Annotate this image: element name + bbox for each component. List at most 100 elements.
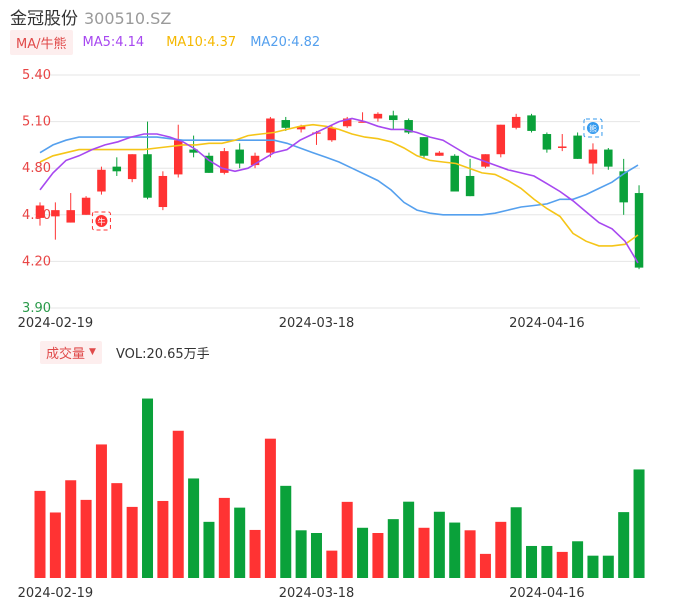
candle-body bbox=[35, 205, 45, 218]
volume-bar bbox=[433, 511, 445, 578]
ma5-legend: MA5:4.14 bbox=[82, 34, 145, 50]
candle-body bbox=[250, 155, 260, 166]
volume-bar bbox=[495, 521, 507, 578]
volume-bar bbox=[49, 512, 61, 578]
candle-body bbox=[588, 149, 598, 164]
candle-body bbox=[358, 121, 367, 123]
candle-body bbox=[496, 124, 506, 155]
candle-body bbox=[404, 120, 413, 133]
candle-body bbox=[189, 149, 198, 153]
bear-icon-frame bbox=[583, 118, 603, 138]
volume-bar bbox=[142, 398, 154, 578]
candle-body bbox=[66, 210, 75, 223]
volume-bar bbox=[479, 553, 491, 578]
volume-bar bbox=[372, 533, 384, 578]
bull-icon-dot bbox=[95, 215, 108, 227]
candle-body bbox=[235, 149, 244, 164]
ma-toggle-button[interactable]: MA/牛熊 bbox=[10, 29, 73, 55]
candle-body bbox=[173, 140, 183, 175]
candle-body bbox=[296, 126, 306, 130]
x-tick-label: 2024-02-19 bbox=[18, 316, 94, 331]
ma5-line bbox=[39, 117, 639, 264]
candle-body bbox=[97, 169, 106, 192]
candle-body bbox=[435, 152, 444, 156]
volume-bar bbox=[602, 555, 614, 578]
candle-body bbox=[419, 137, 429, 156]
title-row: 金冠股份 300510.SZ bbox=[10, 4, 172, 29]
volume-bar bbox=[111, 483, 123, 578]
volume-bar bbox=[126, 506, 138, 578]
volume-bar bbox=[34, 490, 46, 578]
candle-body bbox=[389, 115, 398, 121]
candle-body bbox=[511, 116, 521, 128]
candle-body bbox=[112, 166, 122, 172]
candle-body bbox=[481, 154, 490, 167]
volume-bar bbox=[556, 551, 568, 578]
chevron-down-icon: ▼ bbox=[89, 347, 96, 357]
volume-bar bbox=[80, 499, 92, 578]
volume-x-tick-label: 2024-03-18 bbox=[279, 586, 355, 601]
x-tick-label: 2024-03-18 bbox=[279, 316, 355, 331]
volume-bar bbox=[234, 507, 246, 578]
volume-bar bbox=[541, 545, 553, 578]
volume-bar bbox=[326, 550, 338, 578]
candle-body bbox=[220, 151, 229, 173]
volume-bar bbox=[572, 541, 584, 578]
volume-bar bbox=[387, 519, 399, 578]
y-tick-label: 4.80 bbox=[22, 161, 51, 176]
candle-body bbox=[342, 118, 352, 127]
candle-body bbox=[450, 155, 459, 192]
candle-body bbox=[634, 193, 644, 268]
candle-body bbox=[158, 175, 168, 208]
candle-body bbox=[465, 175, 475, 197]
candle-body bbox=[604, 149, 613, 167]
volume-bar bbox=[633, 469, 645, 578]
stock-name: 金冠股份 bbox=[10, 9, 78, 29]
ma-legend: MA/牛熊 MA5:4.14 MA10:4.37 MA20:4.82 bbox=[10, 29, 320, 55]
y-tick-label: 5.40 bbox=[22, 68, 51, 83]
volume-x-tick-label: 2024-02-19 bbox=[18, 586, 94, 601]
bear-icon-dot bbox=[586, 122, 599, 134]
volume-bar bbox=[157, 500, 169, 578]
volume-bar bbox=[587, 555, 599, 578]
y-tick-label: 4.20 bbox=[22, 254, 51, 269]
volume-bar bbox=[203, 521, 215, 578]
volume-indicator-label: 成交量 bbox=[46, 346, 86, 362]
volume-bar bbox=[188, 478, 200, 578]
volume-bar bbox=[295, 530, 307, 578]
bear-icon-glyph: 熊 bbox=[589, 124, 597, 134]
candle-body bbox=[542, 134, 552, 150]
stock-code: 300510.SZ bbox=[84, 9, 172, 28]
y-tick-label: 5.10 bbox=[22, 115, 51, 130]
candle-body bbox=[527, 115, 536, 131]
volume-bar bbox=[357, 527, 369, 578]
volume-bar bbox=[418, 527, 430, 578]
bull-icon-glyph: 牛 bbox=[97, 217, 105, 227]
volume-bar bbox=[510, 507, 522, 578]
volume-bar bbox=[249, 529, 261, 578]
ma20-line bbox=[39, 136, 639, 216]
candle-body bbox=[204, 155, 214, 173]
candle-body bbox=[619, 171, 628, 203]
volume-bar bbox=[341, 501, 353, 578]
volume-bar bbox=[403, 501, 415, 578]
y-tick-label: 3.90 bbox=[22, 301, 51, 316]
bull-icon-frame bbox=[91, 211, 111, 231]
volume-indicator-dropdown[interactable]: 成交量 ▼ bbox=[40, 340, 102, 364]
x-tick-label: 2024-04-16 bbox=[509, 316, 585, 331]
volume-bar bbox=[464, 530, 476, 578]
volume-bar bbox=[95, 444, 107, 578]
volume-bar bbox=[218, 497, 230, 578]
volume-bar bbox=[310, 533, 322, 578]
candle-body bbox=[51, 210, 60, 217]
volume-value: VOL:20.65万手 bbox=[115, 346, 210, 362]
candle-body bbox=[573, 135, 582, 159]
candle-body bbox=[266, 118, 275, 153]
volume-bar bbox=[264, 438, 276, 578]
ma10-legend: MA10:4.37 bbox=[166, 34, 237, 50]
volume-bar bbox=[618, 512, 630, 578]
candle-body bbox=[127, 154, 137, 180]
volume-bar bbox=[172, 430, 184, 578]
candle-body bbox=[143, 154, 152, 198]
